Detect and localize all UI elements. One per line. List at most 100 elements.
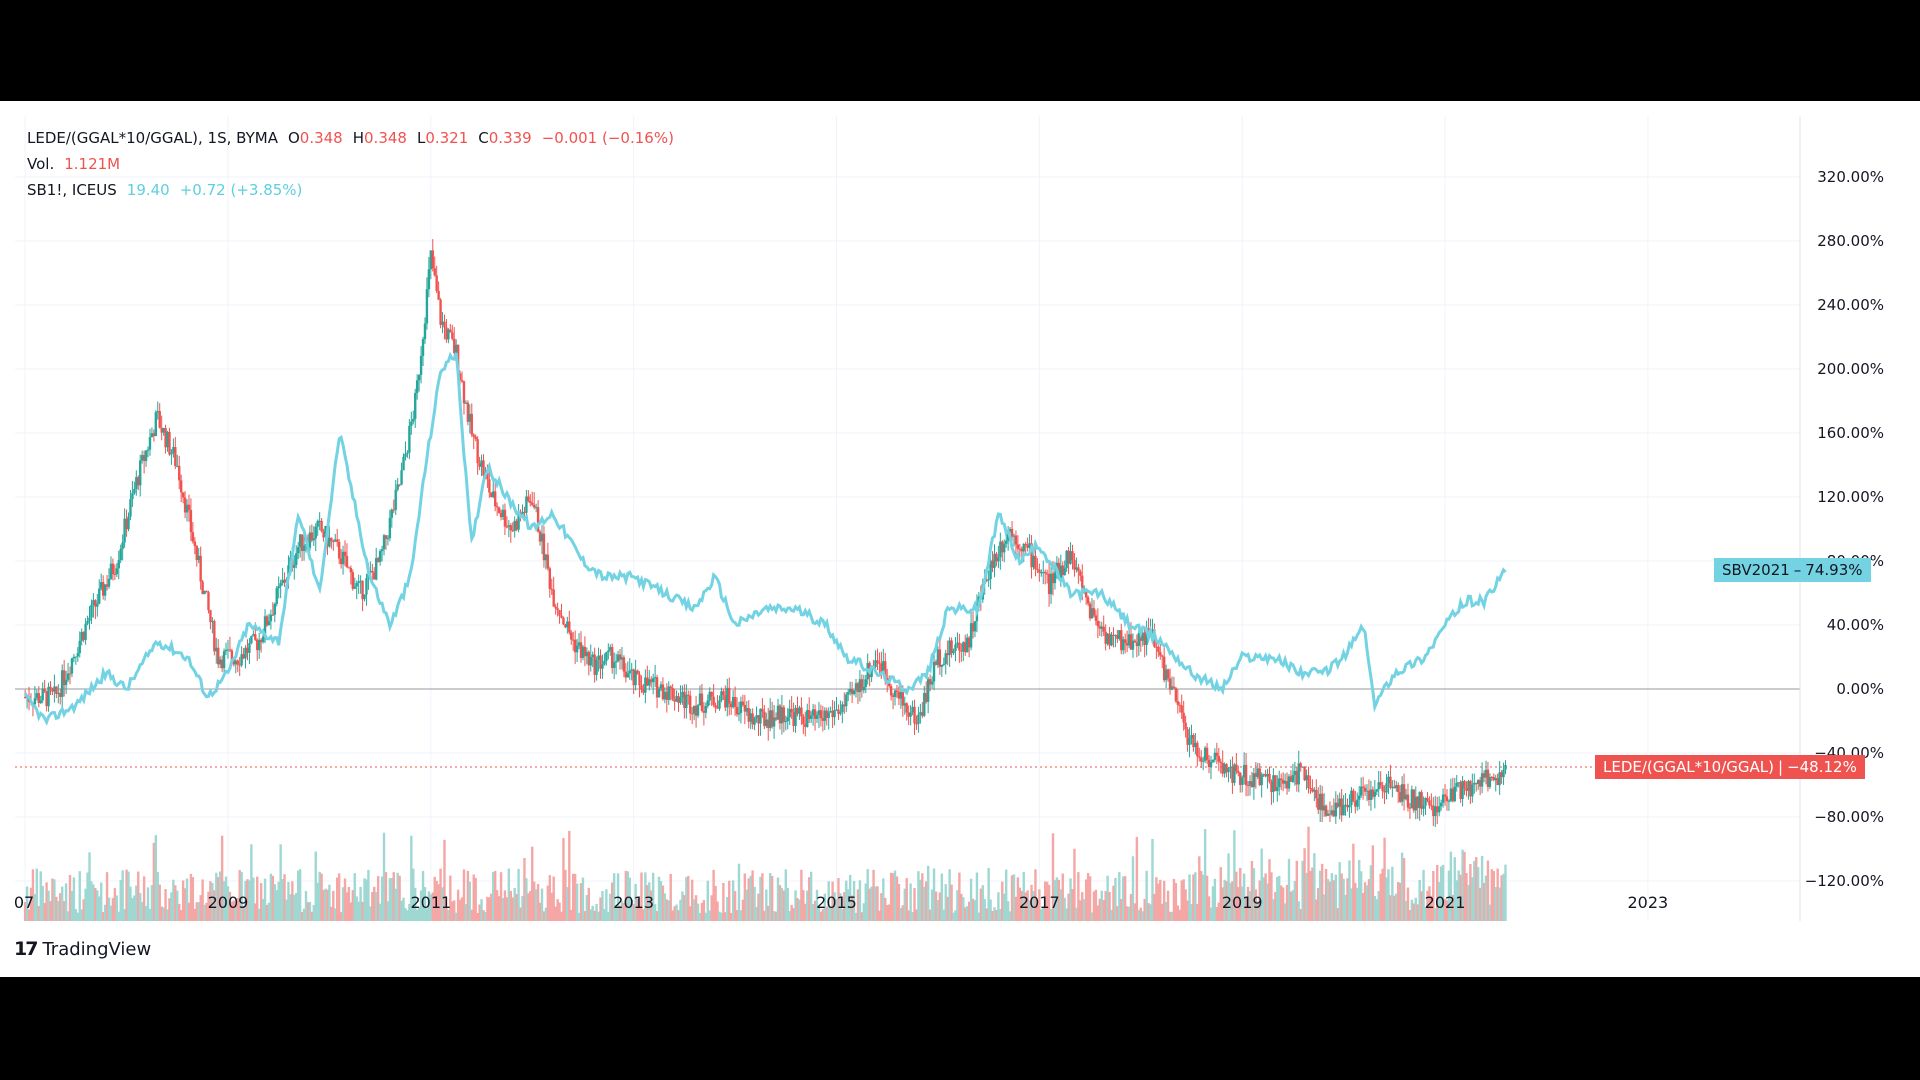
candle-body: [1432, 805, 1435, 817]
legend-compare-symbol[interactable]: SB1!, ICEUS: [27, 181, 117, 199]
candle-body: [1086, 597, 1090, 604]
candle-body: [1217, 755, 1220, 762]
candle-body: [513, 520, 516, 531]
candle-body: [1201, 760, 1205, 762]
candle-body: [583, 646, 587, 657]
volume-bar: [207, 891, 210, 921]
volume-bar: [400, 900, 403, 921]
candle-body: [1350, 790, 1353, 806]
volume-bar: [1352, 843, 1355, 921]
volume-bar: [757, 893, 760, 921]
legend-vol-label[interactable]: Vol.: [27, 155, 55, 173]
candle-body: [903, 703, 906, 706]
candle-body: [550, 588, 553, 590]
candle-body: [343, 551, 347, 556]
candle-body: [603, 660, 606, 665]
volume-bar: [694, 895, 698, 921]
candle-body: [88, 617, 91, 622]
volume-bar: [932, 868, 936, 921]
volume-bar: [357, 901, 360, 921]
candle-body: [1135, 642, 1139, 647]
candle-body: [224, 649, 228, 652]
volume-bar: [778, 885, 782, 921]
volume-bar: [306, 902, 310, 921]
volume-bar: [33, 894, 37, 921]
volume-bar: [273, 884, 276, 921]
volume-bar: [1402, 858, 1406, 921]
volume-bar: [568, 830, 571, 921]
volume-bar: [710, 895, 713, 921]
volume-bar: [1373, 896, 1377, 921]
candle-body: [1315, 789, 1318, 799]
volume-bar: [534, 889, 538, 921]
legend-symbol[interactable]: LEDE/(GGAL*10/GGAL), 1S, BYMA: [27, 129, 278, 147]
candle-body: [1184, 722, 1187, 730]
volume-bar: [1018, 887, 1022, 921]
volume-bar: [1291, 890, 1295, 921]
candle-body: [718, 700, 721, 709]
volume-bar: [981, 885, 984, 921]
volume-bar: [1412, 903, 1416, 921]
candle-body: [960, 650, 963, 652]
volume-bar: [105, 872, 109, 921]
volume-bar: [663, 893, 667, 921]
volume-bar: [240, 872, 243, 921]
volume-bar: [1346, 878, 1349, 921]
candle-body: [517, 514, 520, 530]
candle-body: [1502, 769, 1505, 778]
candle-body: [464, 402, 468, 404]
volume-bar: [1359, 871, 1363, 921]
volume-bar: [1434, 908, 1437, 921]
volume-bar: [226, 886, 230, 921]
chart-canvas[interactable]: [0, 101, 1920, 977]
candle-body: [1024, 544, 1027, 546]
candle-body: [638, 674, 641, 686]
volume-bar: [1340, 873, 1343, 921]
volume-bar: [802, 890, 805, 921]
volume-bar: [954, 910, 957, 921]
candle-body: [905, 703, 908, 713]
tradingview-logo[interactable]: 17 TradingView: [14, 938, 151, 960]
volume-bar: [166, 909, 169, 921]
candle-body: [1344, 804, 1347, 806]
candle-body: [568, 621, 571, 633]
volume-bar: [925, 881, 928, 921]
candle-body: [154, 412, 158, 437]
candle-body: [1174, 687, 1178, 702]
price-axis-tick: 120.00%: [1817, 488, 1884, 506]
candle-body: [884, 661, 887, 679]
candle-body: [665, 691, 669, 700]
volume-bar: [1088, 876, 1092, 921]
volume-bar: [505, 897, 509, 921]
candle-body: [371, 570, 374, 573]
volume-bar: [993, 907, 996, 921]
candle-body: [248, 643, 251, 653]
volume-bar: [1363, 882, 1367, 921]
volume-bar: [1235, 871, 1238, 921]
volume-bar: [1225, 881, 1228, 921]
candle-body: [53, 686, 56, 692]
volume-bar: [43, 902, 46, 921]
candle-body: [421, 339, 425, 356]
candle-body: [293, 565, 296, 568]
candle-body: [310, 532, 314, 541]
time-axis-tick: 2011: [410, 893, 452, 912]
volume-bar: [1233, 830, 1236, 921]
candle-body: [806, 710, 809, 727]
volume-bar: [1445, 900, 1449, 921]
volume-bar: [956, 890, 959, 921]
candle-body: [952, 650, 955, 654]
candle-body: [451, 332, 454, 339]
legend-open-value: 0.348: [299, 129, 343, 147]
candle-body: [453, 338, 456, 353]
lede-price-label: LEDE/(GGAL*10/GGAL) | −48.12%: [1595, 755, 1865, 779]
volume-bar: [997, 892, 1000, 921]
volume-bar: [425, 908, 429, 921]
volume-bar: [59, 893, 62, 921]
candle-body: [240, 654, 243, 666]
volume-bar: [519, 907, 522, 921]
candle-body: [1077, 567, 1080, 572]
candle-body: [406, 452, 409, 454]
candle-body: [273, 604, 276, 615]
candle-body: [755, 715, 758, 718]
